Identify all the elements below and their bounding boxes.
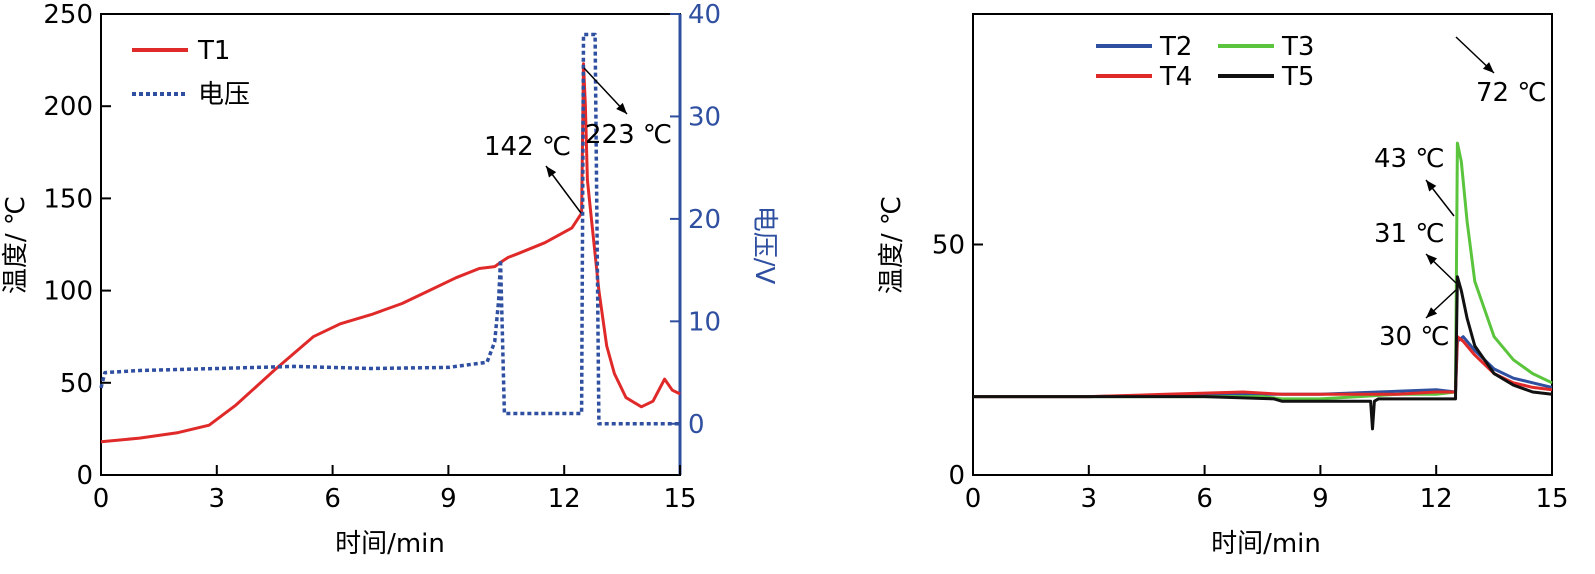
x-tick-label: 15	[1535, 484, 1568, 514]
annotation-label: 223 ℃	[585, 120, 672, 150]
annotation-arrowhead	[546, 166, 557, 178]
legend-label-t5: T5	[1281, 62, 1314, 92]
right-annotations: 72 ℃ 43 ℃ 31 ℃ 30 ℃	[1374, 36, 1547, 352]
y-tick-label: 0	[76, 461, 93, 491]
x-tick-label: 6	[1196, 484, 1213, 514]
x-tick-label: 12	[1420, 484, 1453, 514]
x-tick-label: 6	[324, 484, 341, 514]
legend-label-t4: T4	[1159, 62, 1192, 92]
legend-label-t1: T1	[197, 36, 230, 66]
x-tick-label: 3	[209, 484, 226, 514]
x-tick-label: 12	[548, 484, 581, 514]
chart-left: 0 3 6 9 12 15 0 50 100 150 200 250 0 10 20 30 40 142 ℃…	[1, 0, 779, 559]
y-tick-label: 150	[43, 184, 93, 214]
annotation-label: 72 ℃	[1476, 78, 1547, 108]
right-y-ticks: 0 50	[932, 231, 983, 491]
right-plot-frame	[972, 13, 1553, 476]
series-line-voltage	[99, 32, 680, 426]
series-line-t4	[973, 335, 1553, 399]
left-annotations: 142 ℃ 223 ℃	[484, 67, 672, 214]
y-tick-label: 100	[43, 277, 93, 307]
series-line-t3	[973, 141, 1553, 401]
left-y-axis-title: 温度/ ℃	[1, 196, 31, 294]
right-legend: T2 T3 T4 T5	[1096, 32, 1314, 92]
chart-right: 0 3 6 9 12 15 0 50 72 ℃ 43 ℃ 31 ℃ 30 ℃ 时间/min 温度/…	[877, 13, 1569, 559]
x-tick-label: 9	[1312, 484, 1329, 514]
left-x-axis-title: 时间/min	[335, 529, 445, 559]
annotation-label: 43 ℃	[1374, 144, 1445, 174]
y2-tick-label: 30	[688, 102, 721, 132]
right-x-ticks: 0 3 6 9 12 15	[965, 465, 1569, 514]
annotation-arrowhead	[1482, 62, 1494, 73]
x-tick-label: 3	[1081, 484, 1098, 514]
y2-tick-label: 20	[688, 205, 721, 235]
y-tick-label: 50	[60, 369, 93, 399]
y-tick-label: 250	[43, 0, 93, 30]
annotation-label: 142 ℃	[484, 132, 571, 162]
left-series	[99, 32, 681, 444]
left-y-ticks: 0 50 100 150 200 250	[43, 0, 111, 491]
annotation-arrowhead	[616, 102, 627, 114]
left-y2-axis-title: 电压/V	[749, 206, 779, 285]
right-x-axis-title: 时间/min	[1211, 529, 1321, 559]
x-tick-label: 0	[965, 484, 982, 514]
annotation-label: 30 ℃	[1379, 322, 1450, 352]
x-tick-label: 15	[663, 484, 696, 514]
left-x-ticks: 0 3 6 9 12 15	[93, 465, 697, 514]
right-y-axis-title: 温度/ ℃	[877, 196, 907, 294]
annotation-arrowhead	[1426, 254, 1438, 265]
annotation-arrowhead	[1426, 180, 1437, 192]
y2-tick-label: 0	[688, 410, 705, 440]
y2-tick-label: 40	[688, 0, 721, 30]
y-tick-label: 200	[43, 92, 93, 122]
y-tick-label: 50	[932, 231, 965, 261]
right-series	[973, 141, 1553, 431]
legend-label-t2: T2	[1159, 32, 1192, 62]
x-tick-label: 9	[440, 484, 457, 514]
y-tick-label: 0	[948, 461, 965, 491]
legend-label-t3: T3	[1281, 32, 1314, 62]
series-line-t1	[100, 62, 681, 444]
left-legend: T1 电压	[132, 36, 250, 110]
legend-label-voltage: 电压	[198, 80, 250, 110]
left-y2-ticks: 0 10 20 30 40	[670, 0, 721, 440]
series-line-t5	[973, 275, 1553, 431]
annotation-label: 31 ℃	[1374, 219, 1445, 249]
y2-tick-label: 10	[688, 307, 721, 337]
annotation-arrowhead	[1426, 307, 1438, 318]
x-tick-label: 0	[93, 484, 110, 514]
